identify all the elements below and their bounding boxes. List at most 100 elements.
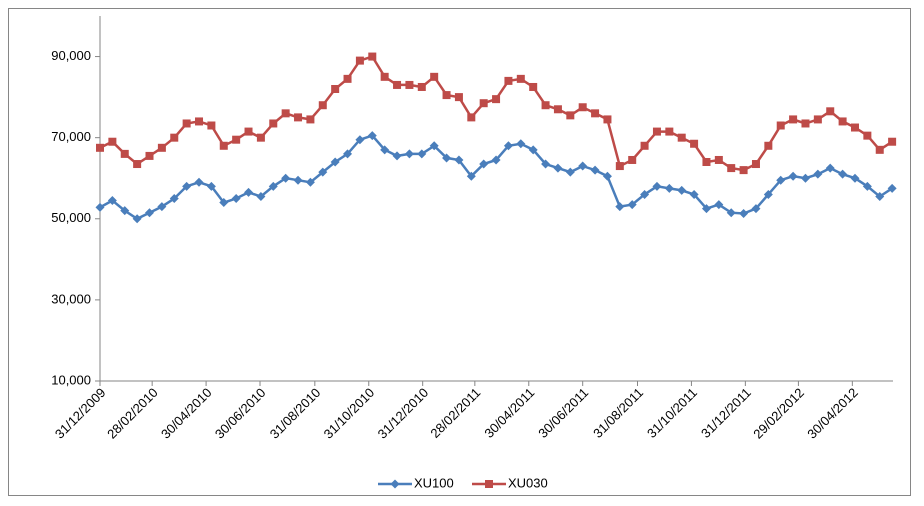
data-point — [293, 175, 303, 185]
data-point — [504, 76, 513, 85]
data-point — [417, 82, 426, 91]
legend-marker — [485, 480, 493, 488]
data-point — [281, 173, 291, 183]
data-point — [380, 145, 390, 155]
data-point — [652, 127, 661, 136]
data-point — [591, 109, 600, 118]
data-point — [442, 91, 451, 100]
data-point — [776, 121, 785, 130]
data-point — [578, 103, 587, 112]
data-point — [244, 127, 253, 136]
data-point — [603, 115, 612, 124]
data-point — [529, 82, 538, 91]
data-point — [169, 194, 179, 203]
data-point — [826, 107, 835, 116]
data-point — [553, 105, 562, 114]
data-point — [281, 109, 290, 118]
data-point — [739, 166, 748, 175]
data-point — [813, 169, 823, 179]
data-point — [145, 208, 155, 218]
data-point — [306, 115, 315, 124]
data-point — [294, 113, 303, 122]
data-point — [553, 163, 563, 173]
chart-border — [8, 8, 911, 496]
data-point — [763, 189, 773, 199]
data-point — [627, 200, 637, 210]
data-point — [429, 141, 439, 151]
data-point — [466, 171, 476, 181]
data-point — [640, 141, 649, 150]
data-point — [714, 200, 724, 210]
data-point — [207, 121, 216, 130]
data-point — [170, 133, 179, 142]
data-point — [665, 127, 674, 136]
data-point — [331, 85, 340, 93]
data-point — [689, 189, 699, 199]
data-point — [256, 133, 265, 142]
data-point — [95, 202, 105, 212]
legend-label: XU030 — [508, 475, 548, 490]
data-point — [479, 99, 488, 108]
data-point — [318, 101, 327, 110]
data-point — [888, 137, 897, 146]
data-point — [120, 206, 130, 216]
y-tick-label: 10,000 — [51, 372, 91, 387]
y-tick-label: 50,000 — [51, 210, 91, 225]
data-point — [405, 80, 414, 89]
data-point — [565, 167, 575, 177]
data-point — [578, 161, 588, 171]
data-point — [367, 131, 377, 141]
data-point — [269, 119, 278, 128]
data-point — [739, 209, 749, 219]
data-point — [701, 204, 711, 214]
data-point — [491, 155, 501, 165]
data-point — [751, 204, 761, 214]
data-point — [355, 135, 365, 145]
data-point — [231, 194, 241, 203]
data-point — [838, 169, 848, 179]
data-point — [776, 175, 786, 185]
data-point — [516, 74, 525, 83]
data-point — [887, 183, 897, 193]
data-point — [393, 80, 402, 89]
data-point — [380, 72, 389, 81]
data-point — [652, 181, 662, 191]
data-point — [628, 155, 637, 164]
data-point — [875, 191, 885, 201]
data-point — [256, 191, 266, 201]
data-point — [182, 181, 192, 191]
data-point — [108, 137, 117, 146]
data-point — [132, 214, 142, 224]
data-point — [157, 143, 166, 152]
data-point — [120, 149, 129, 158]
data-point — [690, 139, 699, 148]
y-tick-label: 30,000 — [51, 291, 91, 306]
data-point — [800, 173, 810, 183]
data-point — [145, 151, 154, 160]
data-point — [541, 101, 550, 110]
legend-marker — [390, 479, 400, 489]
data-point — [801, 119, 810, 128]
data-point — [813, 115, 822, 124]
data-point — [182, 119, 191, 128]
data-point — [157, 202, 167, 212]
data-point — [442, 153, 452, 163]
data-point — [516, 139, 526, 149]
data-point — [430, 72, 439, 81]
data-point — [528, 145, 538, 155]
data-point — [404, 149, 414, 159]
data-point — [850, 123, 859, 132]
data-point — [789, 115, 798, 124]
data-point — [219, 141, 228, 150]
data-point — [244, 187, 254, 197]
data-point — [467, 113, 476, 122]
legend-label: XU100 — [414, 475, 454, 490]
data-point — [862, 181, 872, 191]
data-point — [764, 141, 773, 150]
data-point — [133, 160, 142, 169]
data-point — [702, 158, 711, 166]
data-point — [863, 131, 872, 140]
data-point — [615, 202, 625, 212]
data-point — [615, 162, 624, 171]
